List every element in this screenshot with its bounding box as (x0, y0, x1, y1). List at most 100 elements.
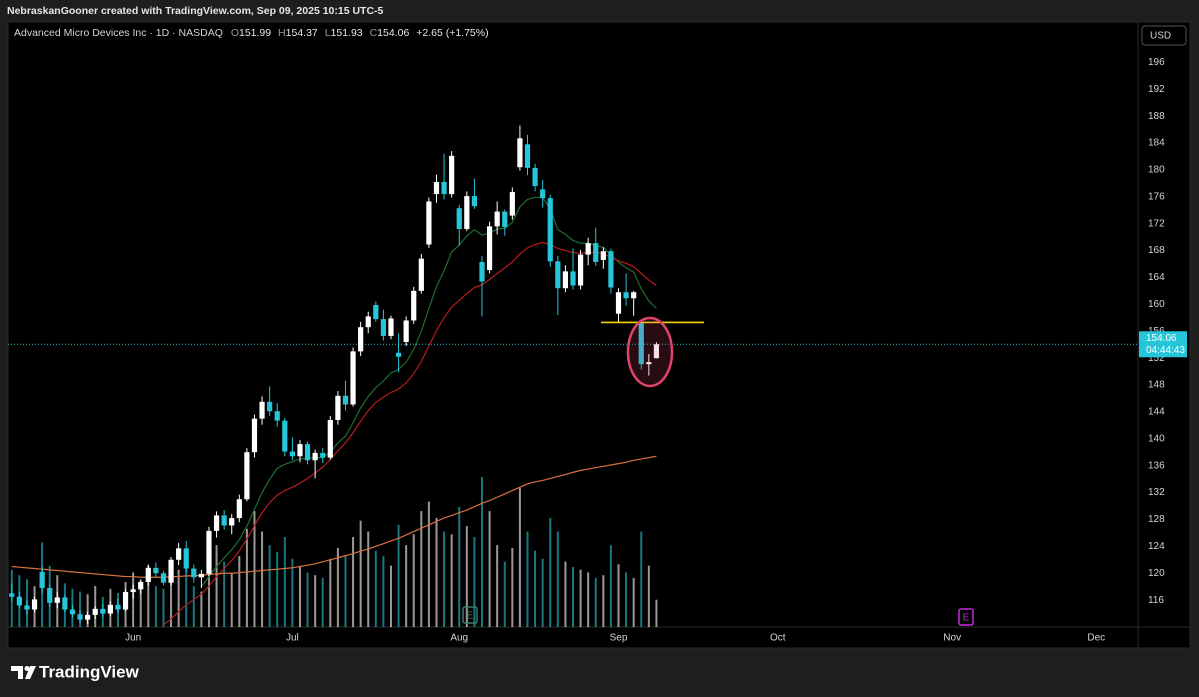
volume-bar (185, 567, 188, 627)
volume-bar (450, 534, 453, 627)
candle-body (153, 567, 159, 574)
candle-body (524, 144, 531, 168)
legend-h: H (278, 27, 286, 39)
candle-body (327, 419, 333, 458)
candle-body (282, 420, 288, 452)
candle-body (168, 559, 174, 583)
volume-bar (518, 487, 521, 627)
candle-body (638, 323, 644, 365)
candle-body (31, 599, 38, 610)
candle-body (350, 351, 356, 405)
y-tick-label: 164 (1148, 272, 1165, 283)
plot (8, 125, 1138, 627)
legend-l: L (325, 27, 331, 39)
candle-body (532, 167, 538, 187)
last-price-box (1139, 331, 1187, 358)
volume-bar (276, 552, 279, 627)
candle-body (130, 589, 136, 593)
volume-bar (594, 577, 597, 627)
candle-body (517, 138, 523, 168)
candle-body (342, 395, 349, 405)
volume-bar (329, 558, 332, 627)
candle-body (631, 292, 637, 299)
y-tick-label: 172 (1148, 218, 1165, 229)
volume-bar (352, 537, 355, 627)
candle-body (213, 515, 220, 531)
volume-bar (549, 517, 552, 627)
candle-body (122, 592, 129, 610)
volume-bar (298, 567, 301, 627)
volume-bar (632, 577, 635, 627)
legend-title: Advanced Micro Devices Inc · 1D · NASDAQ (14, 27, 223, 39)
candle-body (358, 327, 364, 352)
volume-bar (480, 477, 483, 627)
volume-bar (655, 599, 658, 627)
volume-bar (488, 511, 491, 627)
volume-bar (556, 531, 559, 627)
candle-body (24, 605, 30, 610)
candle-body (244, 452, 250, 500)
logo-mark (11, 666, 23, 679)
brand-logo (11, 666, 36, 679)
volume-bar (427, 501, 430, 627)
volume-bar (162, 588, 165, 627)
volume-bar (344, 556, 347, 627)
legend-high: 154.37 (286, 27, 318, 39)
y-tick-label: 140 (1148, 433, 1165, 444)
candle-body (623, 292, 629, 299)
volume-bar (86, 594, 89, 627)
legend-close: 154.06 (377, 27, 409, 39)
candle-body (403, 320, 409, 342)
last-price-label: 154.06 (1146, 333, 1177, 344)
volume-bar (541, 558, 544, 627)
candle-body (547, 198, 553, 262)
volume-bar (215, 545, 218, 627)
y-tick-label: 120 (1148, 568, 1165, 579)
volume-bar (587, 572, 590, 627)
moving-average (200, 196, 657, 588)
candle-body (77, 614, 83, 620)
y-tick-label: 144 (1148, 407, 1165, 418)
currency-box[interactable] (1141, 25, 1187, 46)
countdown: 04:44:43 (1146, 345, 1185, 356)
y-tick-label: 132 (1148, 487, 1165, 498)
candle-body (388, 318, 394, 336)
volume-bar (458, 507, 461, 627)
volume-bar (625, 572, 628, 627)
volume-bar (245, 528, 248, 627)
event-marker (958, 608, 974, 626)
candle-body (297, 444, 303, 457)
volume-bar (147, 565, 150, 627)
candle-body (502, 211, 508, 228)
candle-body (183, 548, 189, 569)
candle-body (221, 515, 227, 526)
candle-body (16, 596, 22, 606)
logo-dot (24, 666, 30, 671)
candle-body (320, 452, 326, 458)
candle-body (577, 254, 584, 286)
candle-body (229, 518, 235, 526)
y-tick-label: 128 (1148, 514, 1165, 525)
candle-body (464, 196, 470, 230)
candle-body (85, 614, 91, 620)
volume-bar (579, 569, 582, 627)
candle-body (304, 444, 311, 461)
volume-bar (367, 531, 370, 627)
candle-body (100, 608, 106, 614)
brand: TradingView (39, 662, 140, 681)
candle-body (426, 201, 432, 245)
attribution: NebraskanGooner created with TradingView… (7, 5, 384, 17)
candle-body (145, 567, 151, 582)
y-tick-label: 168 (1148, 245, 1165, 256)
candle-body (92, 608, 98, 615)
y-tick-label: 152 (1148, 353, 1165, 364)
moving-average (11, 455, 657, 578)
candle-body (107, 604, 113, 614)
moving-average (163, 241, 657, 626)
candle-body (646, 362, 652, 365)
y-tick-label: 184 (1148, 138, 1165, 149)
volume-bar (435, 517, 438, 627)
candle-body (433, 181, 440, 195)
volume-bar (359, 520, 362, 627)
